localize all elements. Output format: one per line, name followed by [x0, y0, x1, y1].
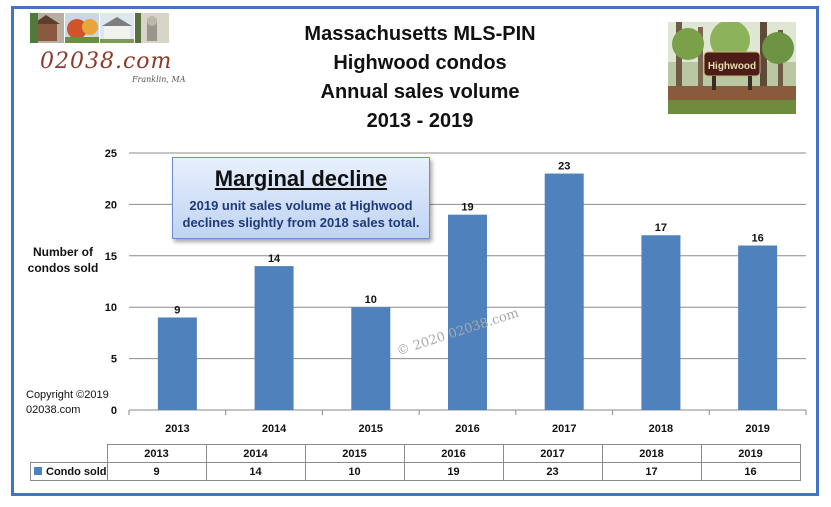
y-tick-label: 5 — [111, 354, 117, 366]
highwood-sign-photo: Highwood — [668, 22, 796, 114]
site-logo: 02038.com Franklin, MA — [30, 13, 190, 88]
title-line-4: 2013 - 2019 — [366, 110, 474, 132]
title-line-3: Annual sales volume — [320, 81, 520, 103]
chart-title: Massachusetts MLS-PIN Highwood condos An… — [240, 20, 600, 136]
y-tick-label: 10 — [105, 302, 117, 314]
y-tick-label: 25 — [105, 148, 117, 160]
data-table-year: 2017 — [502, 444, 603, 463]
bar — [351, 307, 391, 410]
data-table-value: 23 — [502, 462, 603, 481]
data-label: 9 — [174, 304, 180, 316]
bar — [738, 245, 778, 410]
y-axis-label-line-2: condos sold — [27, 261, 99, 275]
bar — [254, 266, 294, 410]
x-tick-label: 2017 — [552, 423, 576, 435]
data-table-value: 14 — [205, 462, 306, 481]
y-tick-label: 0 — [111, 405, 117, 417]
x-tick-label: 2015 — [359, 423, 383, 435]
annotation-line-2: declines slightly from 2018 sales total. — [182, 215, 420, 230]
data-table-series-label: Condo sold — [30, 462, 108, 481]
copyright-note: Copyright ©2019 02038.com — [26, 388, 109, 418]
x-tick-label: 2013 — [165, 423, 189, 435]
bar — [544, 173, 584, 410]
title-line-2: Highwood condos — [333, 52, 507, 74]
logo-photo-2 — [65, 13, 99, 43]
y-tick-label: 15 — [105, 251, 117, 263]
y-axis-label: Number of condos sold — [22, 244, 104, 276]
data-label: 10 — [365, 294, 377, 306]
data-table-value: 19 — [403, 462, 504, 481]
data-table-year: 2014 — [205, 444, 306, 463]
data-table-value: 10 — [304, 462, 405, 481]
annotation-callout: Marginal decline 2019 unit sales volume … — [172, 157, 430, 239]
bar — [157, 317, 197, 410]
data-label: 17 — [655, 222, 667, 234]
data-label: 23 — [558, 161, 570, 173]
data-table-year: 2019 — [700, 444, 801, 463]
logo-photo-1 — [30, 13, 64, 43]
annotation-heading: Marginal decline — [214, 166, 388, 191]
title-line-1: Massachusetts MLS-PIN — [304, 23, 536, 45]
x-tick-label: 2019 — [745, 423, 769, 435]
data-label: 14 — [268, 253, 281, 265]
x-tick-label: 2014 — [262, 423, 287, 435]
legend-swatch-icon — [34, 466, 42, 475]
data-label: 16 — [752, 233, 764, 245]
annotation-body: 2019 unit sales volume at Highwood decli… — [173, 197, 429, 231]
data-table-value: 9 — [106, 462, 207, 481]
logo-town-text: Franklin, MA — [132, 75, 186, 84]
data-table-series-name: Condo sold — [46, 465, 107, 478]
bar — [448, 214, 487, 410]
data-table-year: 2018 — [601, 444, 702, 463]
x-tick-label: 2016 — [455, 423, 479, 435]
data-table-year: 2016 — [403, 444, 504, 463]
bar — [641, 235, 681, 410]
logo-photo-3 — [100, 13, 134, 43]
data-table-value: 16 — [700, 462, 801, 481]
data-table-corner — [30, 444, 108, 463]
y-axis-label-line-1: Number of — [33, 245, 93, 259]
photo-sign-text: Highwood — [708, 61, 756, 72]
copyright-line-2: 02038.com — [26, 404, 81, 416]
data-table-value: 17 — [601, 462, 702, 481]
logo-site-text: 02038.com — [40, 49, 173, 74]
copyright-line-1: Copyright ©2019 — [26, 389, 109, 401]
data-table-year: 2015 — [304, 444, 405, 463]
data-table-year: 2013 — [106, 444, 207, 463]
y-tick-label: 20 — [105, 199, 117, 211]
data-label: 19 — [461, 202, 473, 214]
logo-photo-4 — [135, 13, 169, 43]
annotation-line-1: 2019 unit sales volume at Highwood — [189, 198, 413, 213]
data-table: 2013 2014 2015 2016 2017 2018 2019 Condo sold … — [30, 444, 801, 481]
x-tick-label: 2018 — [649, 423, 673, 435]
